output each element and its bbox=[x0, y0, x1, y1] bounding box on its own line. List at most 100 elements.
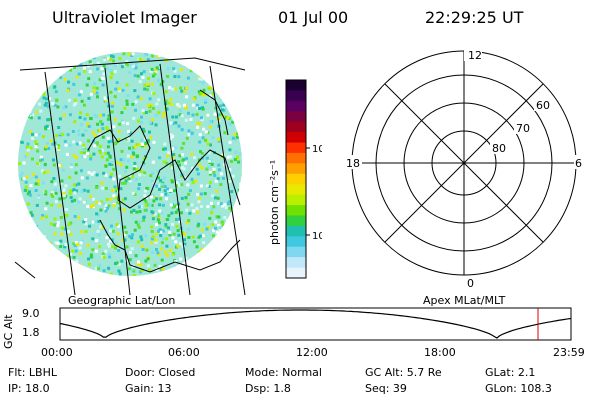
speckle-pixel bbox=[225, 226, 228, 230]
speckle-pixel bbox=[122, 62, 126, 66]
speckle-pixel bbox=[217, 163, 221, 167]
speckle-pixel bbox=[165, 244, 169, 248]
speckle-pixel bbox=[137, 225, 141, 229]
speckle-pixel bbox=[88, 70, 92, 74]
speckle-pixel bbox=[150, 195, 154, 199]
speckle-pixel bbox=[215, 230, 219, 234]
speckle-pixel bbox=[229, 155, 233, 159]
speckle-pixel bbox=[137, 205, 141, 209]
speckle-pixel bbox=[160, 182, 164, 186]
speckle-pixel bbox=[210, 240, 214, 244]
speckle-pixel bbox=[201, 73, 205, 77]
speckle-pixel bbox=[159, 197, 163, 201]
speckle-pixel bbox=[183, 238, 186, 242]
speckle-pixel bbox=[146, 139, 150, 142]
speckle-pixel bbox=[98, 263, 102, 267]
speckle-pixel bbox=[103, 96, 107, 100]
speckle-pixel bbox=[21, 242, 25, 246]
speckle-pixel bbox=[96, 229, 100, 233]
speckle-pixel bbox=[152, 180, 156, 184]
speckle-pixel bbox=[172, 67, 176, 71]
speckle-pixel bbox=[44, 192, 48, 196]
speckle-pixel bbox=[43, 162, 47, 166]
speckle-pixel bbox=[58, 204, 62, 208]
speckle-pixel bbox=[136, 223, 140, 227]
speckle-pixel bbox=[180, 183, 184, 187]
speckle-pixel bbox=[70, 163, 73, 167]
speckle-pixel bbox=[34, 145, 38, 148]
speckle-pixel bbox=[230, 265, 234, 269]
speckle-pixel bbox=[232, 74, 236, 77]
speckle-pixel bbox=[107, 244, 111, 248]
speckle-pixel bbox=[123, 106, 127, 110]
speckle-pixel bbox=[199, 205, 203, 208]
speckle-pixel bbox=[44, 207, 48, 211]
speckle-pixel bbox=[158, 228, 162, 232]
speckle-pixel bbox=[213, 112, 217, 116]
speckle-pixel bbox=[198, 68, 202, 72]
speckle-pixel bbox=[59, 182, 63, 185]
speckle-pixel bbox=[27, 235, 31, 239]
speckle-pixel bbox=[211, 135, 215, 139]
altitude-curve bbox=[59, 309, 572, 339]
speckle-pixel bbox=[89, 154, 93, 158]
speckle-pixel bbox=[63, 77, 67, 81]
speckle-pixel bbox=[221, 244, 225, 248]
speckle-pixel bbox=[62, 190, 66, 194]
status-gain: Gain: 13 bbox=[125, 382, 172, 395]
speckle-pixel bbox=[128, 258, 132, 262]
speckle-pixel bbox=[85, 272, 88, 276]
speckle-pixel bbox=[44, 127, 48, 131]
speckle-pixel bbox=[231, 174, 235, 178]
speckle-pixel bbox=[208, 172, 212, 176]
speckle-pixel bbox=[146, 82, 150, 86]
timeline-frame bbox=[59, 307, 572, 341]
speckle-pixel bbox=[185, 221, 189, 225]
speckle-pixel bbox=[238, 97, 241, 101]
speckle-pixel bbox=[222, 82, 226, 85]
speckle-pixel bbox=[142, 216, 146, 220]
speckle-pixel bbox=[153, 72, 157, 76]
speckle-pixel bbox=[197, 163, 201, 167]
speckle-pixel bbox=[102, 64, 106, 68]
speckle-pixel bbox=[211, 92, 215, 96]
speckle-pixel bbox=[192, 240, 196, 244]
speckle-pixel bbox=[227, 84, 231, 88]
speckle-pixel bbox=[204, 249, 208, 253]
speckle-pixel bbox=[18, 174, 22, 178]
speckle-pixel bbox=[52, 223, 56, 227]
speckle-pixel bbox=[122, 233, 126, 236]
speckle-pixel bbox=[224, 230, 228, 234]
speckle-pixel bbox=[215, 58, 219, 61]
speckle-pixel bbox=[80, 123, 83, 127]
speckle-pixel bbox=[101, 127, 105, 131]
speckle-pixel bbox=[215, 244, 219, 248]
speckle-pixel bbox=[110, 238, 114, 242]
speckle-pixel bbox=[69, 196, 73, 199]
speckle-pixel bbox=[162, 147, 165, 151]
speckle-pixel bbox=[91, 204, 95, 207]
speckle-pixel bbox=[83, 56, 87, 59]
speckle-pixel bbox=[46, 59, 50, 63]
speckle-pixel bbox=[91, 220, 95, 224]
speckle-pixel bbox=[208, 159, 211, 163]
speckle-pixel bbox=[198, 79, 202, 83]
speckle-pixel bbox=[99, 120, 103, 124]
speckle-pixel bbox=[44, 215, 48, 219]
speckle-pixel bbox=[72, 188, 76, 192]
speckle-pixel bbox=[57, 253, 61, 257]
speckle-pixel bbox=[212, 255, 215, 259]
speckle-pixel bbox=[237, 188, 241, 192]
speckle-pixel bbox=[19, 61, 23, 65]
speckle-pixel bbox=[37, 193, 41, 197]
colorbar-band bbox=[286, 205, 306, 217]
speckle-pixel bbox=[149, 103, 153, 107]
speckle-pixel bbox=[174, 260, 178, 264]
speckle-pixel bbox=[78, 116, 82, 119]
speckle-pixel bbox=[110, 161, 114, 165]
speckle-pixel bbox=[74, 163, 78, 167]
speckle-pixel bbox=[197, 222, 201, 226]
speckle-pixel bbox=[237, 211, 241, 215]
speckle-pixel bbox=[98, 202, 102, 206]
speckle-pixel bbox=[36, 182, 40, 186]
